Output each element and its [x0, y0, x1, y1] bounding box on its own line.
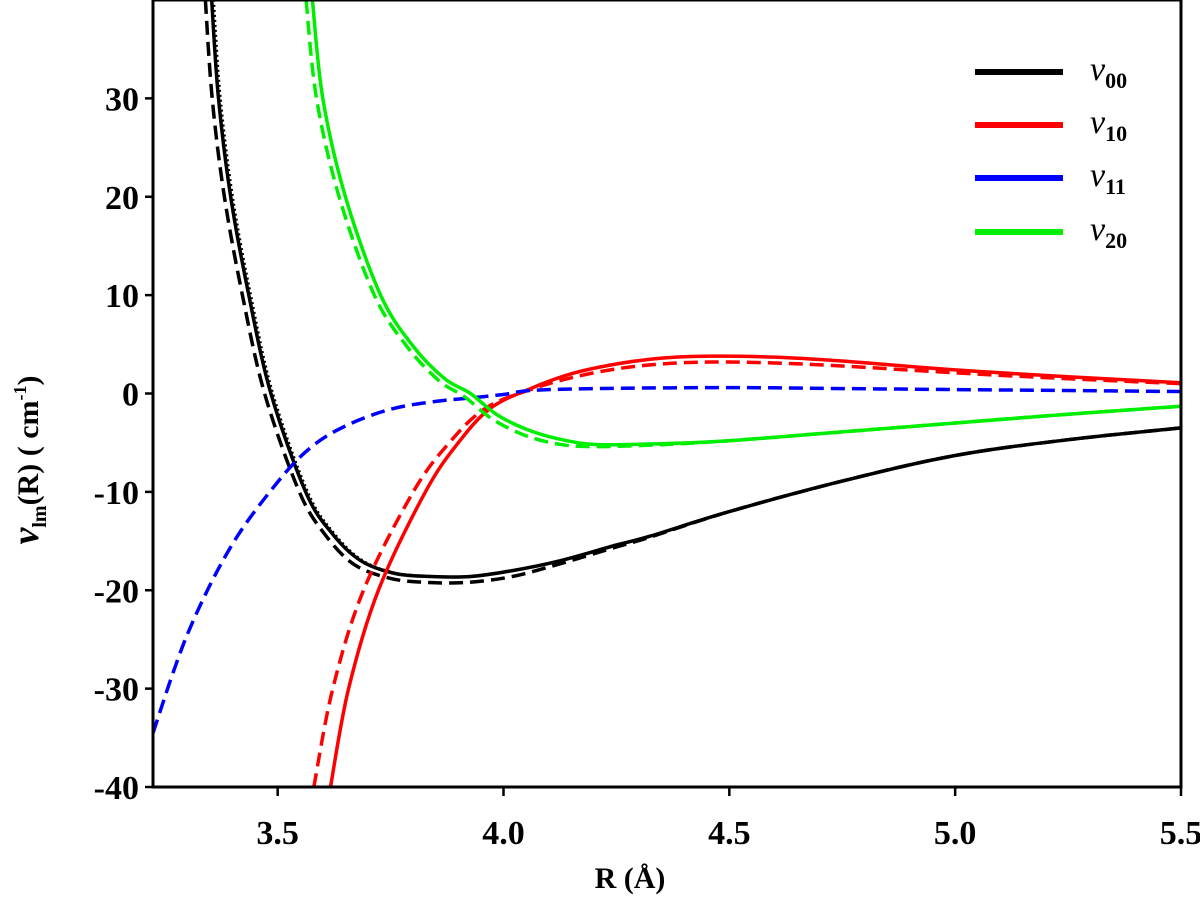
svg-text:νlm(R) ( cm-1): νlm(R) ( cm-1)	[5, 375, 51, 544]
legend-label: ν10	[1090, 104, 1127, 146]
series--00-dotted--line	[212, 0, 1181, 579]
y-tick-label: 30	[105, 81, 139, 118]
plot-frame	[151, 0, 1183, 789]
y-axis-title-sub: lm	[29, 505, 51, 528]
x-axis-title: R (Å)	[595, 862, 666, 895]
y-tick-label: -20	[94, 573, 139, 610]
x-tick-label: 4.0	[482, 815, 525, 852]
x-tick-label: 5.0	[934, 815, 977, 852]
y-tick-label: 0	[122, 377, 139, 414]
series--10-solid--line	[328, 354, 1181, 787]
x-tick-label: 4.5	[708, 815, 751, 852]
x-tick-label: 5.5	[1160, 815, 1200, 852]
x-axis-ticks: 3.5 4.0 4.5 5.0 5.5	[256, 787, 1200, 852]
series--11-dashed--line	[153, 385, 1181, 734]
y-tick-label: -40	[94, 770, 139, 807]
y-tick-label: -10	[94, 475, 139, 512]
y-axis-title-nu: ν	[5, 527, 47, 545]
series--00-solid--line	[209, 0, 1181, 579]
y-axis-title: νlm(R) ( cm-1)	[5, 375, 51, 544]
y-axis-title-close: )	[12, 375, 45, 385]
y-tick-label: -30	[94, 672, 139, 709]
y-tick-label: 10	[105, 278, 139, 315]
series--10-dashed--line	[312, 360, 1181, 787]
y-tick-label: 20	[105, 180, 139, 217]
y-axis-ticks: 30 20 10 0 -10 -20 -30 -40	[94, 81, 153, 807]
series--00-dashed--line	[203, 0, 1181, 585]
chart-legend: ν00 ν10 ν11 ν20	[975, 51, 1127, 253]
y-axis-title-sup: -1	[10, 385, 30, 400]
y-axis-title-rest: (R) ( cm	[12, 400, 45, 505]
legend-label: ν00	[1090, 51, 1127, 93]
legend-label: ν20	[1090, 211, 1127, 253]
x-tick-label: 3.5	[256, 815, 299, 852]
plot-curves	[153, 0, 1181, 787]
series--20-dashed--line	[304, 0, 1181, 449]
legend-label: ν11	[1090, 157, 1126, 199]
